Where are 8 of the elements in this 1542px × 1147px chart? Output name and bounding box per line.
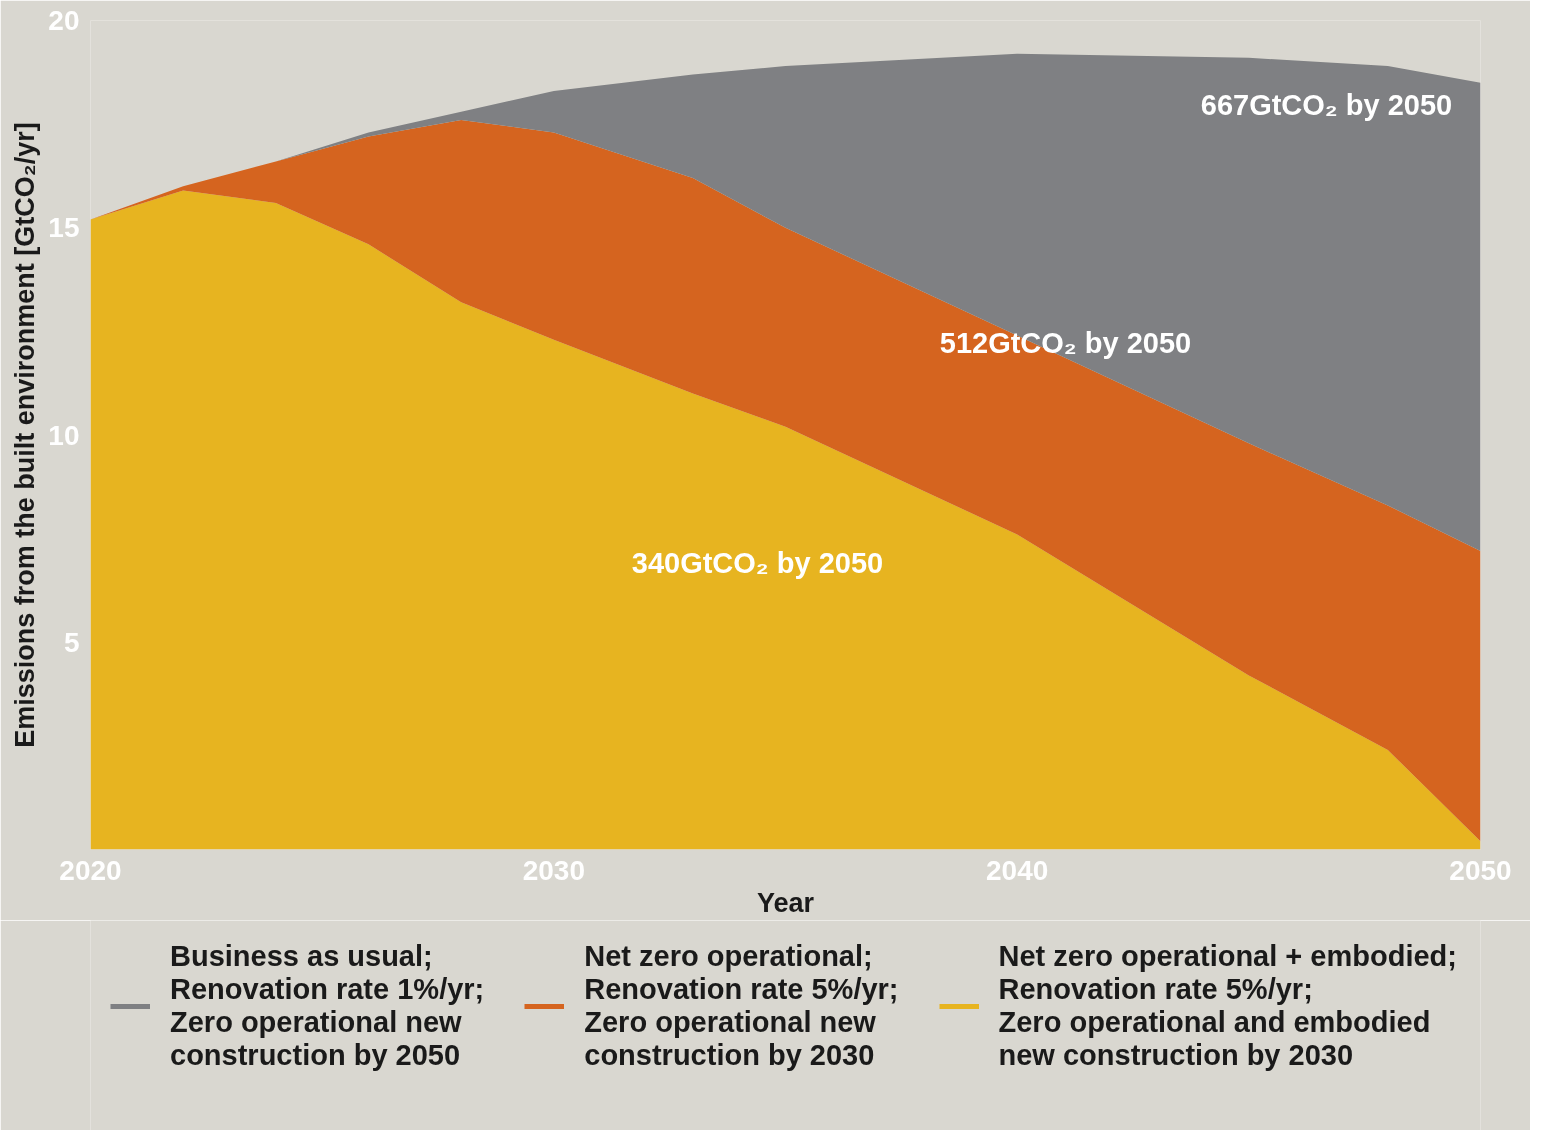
annotation: 512GtCO₂ by 2050 xyxy=(939,326,1192,359)
x-axis-title: Year xyxy=(756,887,815,918)
legend-label: Net zero operational; Renovation rate 5%/yr; Zero operational new construction by 2030 xyxy=(584,940,899,1072)
annotation: 667GtCO₂ by 2050 xyxy=(1200,88,1453,121)
legend-label: Business as usual; Renovation rate 1%/yr; Zero operational new construction by 2050 xyxy=(170,940,485,1072)
annotation: 340GtCO₂ by 2050 xyxy=(631,546,884,579)
y-axis-title: Emissions from the built environment [GtCO₂/yr] xyxy=(10,122,41,748)
legend-label: Net zero operational + embodied; Renovation rate 5%/yr; Zero operational and embodied new construction by 2030 xyxy=(998,940,1457,1072)
